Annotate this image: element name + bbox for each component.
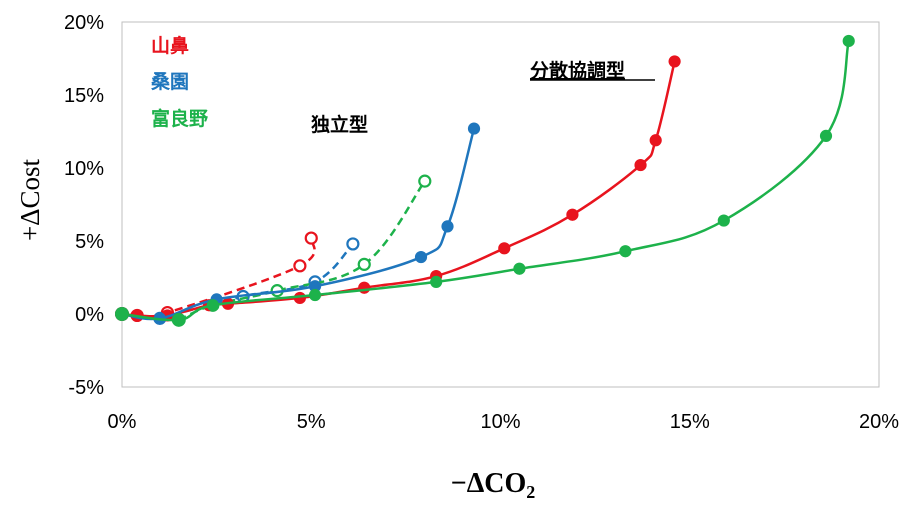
legend-item: 富良野 — [151, 107, 208, 130]
y-axis-title: +ΔCost — [15, 158, 45, 241]
data-point — [357, 257, 371, 271]
series-line — [121, 40, 850, 322]
data-point — [467, 122, 481, 135]
x-tick-label: 0% — [108, 411, 137, 433]
annotation-independent: 独立型 — [311, 113, 368, 136]
data-point — [566, 208, 579, 221]
data-point — [819, 129, 833, 142]
data-point — [346, 237, 360, 251]
x-tick-label: 15% — [670, 411, 710, 433]
y-tick-label: 0% — [75, 304, 104, 326]
svg-text:−ΔCO2: −ΔCO2 — [451, 468, 536, 502]
x-axis-title: −ΔCO2 — [451, 468, 536, 502]
data-point — [171, 312, 186, 327]
data-point — [304, 231, 318, 245]
data-point — [418, 174, 432, 188]
data-point — [513, 262, 526, 275]
data-point — [619, 245, 632, 258]
data-point — [441, 220, 454, 233]
origin-point — [115, 307, 129, 321]
data-point — [414, 250, 428, 264]
data-point — [634, 158, 647, 172]
x-tick-label: 10% — [480, 411, 520, 433]
y-tick-label: -5% — [68, 377, 104, 399]
data-point — [668, 55, 681, 68]
series-layer — [115, 34, 855, 327]
legend-item: 桑園 — [151, 71, 189, 93]
legend: 山鼻 桑園 富良野 — [151, 34, 208, 130]
data-point — [498, 242, 511, 255]
series-line — [121, 61, 676, 318]
x-tick-label: 20% — [859, 411, 899, 433]
series-line — [121, 128, 476, 321]
data-point — [308, 288, 322, 302]
y-tick-label: 5% — [75, 231, 104, 253]
y-tick-label: 15% — [64, 85, 104, 107]
legend-item: 山鼻 — [151, 34, 189, 57]
x-tick-label: 5% — [297, 411, 326, 433]
data-point — [206, 299, 219, 312]
tick-layer: 0% 5% 10% 15% 20%-5%0%5%10%15%20% — [64, 12, 899, 433]
y-tick-label: 10% — [64, 158, 104, 180]
y-tick-label: 20% — [64, 12, 104, 34]
annotation-distributed: 分散協調型 — [530, 59, 625, 82]
data-point — [842, 34, 855, 48]
data-point — [430, 275, 443, 288]
plot-area-frame — [121, 21, 880, 388]
data-point — [717, 214, 730, 227]
data-point — [293, 259, 307, 273]
data-point — [649, 134, 662, 147]
